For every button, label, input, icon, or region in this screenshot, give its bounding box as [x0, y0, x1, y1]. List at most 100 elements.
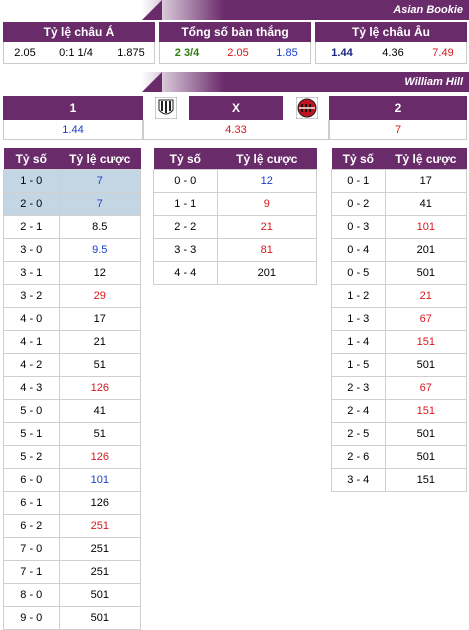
- score-cell: 2 - 5: [331, 422, 386, 446]
- table-row: 6 - 2 251: [3, 514, 142, 538]
- score-cell: 1 - 2: [331, 284, 386, 308]
- euro-draw-odds: 4.36: [382, 47, 404, 59]
- score-cell: 1 - 4: [331, 330, 386, 354]
- away-win-scores-table: Tỷ số Tỷ lệ cược 0 - 1 17 0 - 2 41 0 - 3 101 0…: [331, 148, 468, 492]
- score-cell: 4 - 1: [3, 330, 60, 354]
- score-cell: 3 - 0: [3, 238, 60, 262]
- away-win-header: 2: [329, 96, 467, 120]
- table-row: 0 - 1 17: [331, 169, 468, 193]
- table-row: 4 - 1 21: [3, 330, 142, 354]
- odds-cell: 126: [58, 376, 142, 400]
- odds-cell: 41: [58, 399, 142, 423]
- score-cell: 7 - 1: [3, 560, 60, 584]
- table-row: 1 - 3 67: [331, 307, 468, 331]
- odds-cell: 501: [58, 606, 142, 630]
- william-hill-title: William Hill: [404, 76, 463, 88]
- asian-handicap-row: 2.05 0:1 1/4 1.875: [3, 42, 155, 64]
- juventus-crest-icon: [154, 96, 178, 120]
- score-cell: 1 - 0: [3, 169, 60, 193]
- european-odds-header: Tỷ lệ châu Âu: [315, 22, 467, 42]
- table-row: 0 - 4 201: [331, 238, 468, 262]
- score-cell: 9 - 0: [3, 606, 60, 630]
- odds-cell: 21: [58, 330, 142, 354]
- table-row: 3 - 2 29: [3, 284, 142, 308]
- score-column-header: Tỷ số: [153, 148, 218, 170]
- table-row: 1 - 2 21: [331, 284, 468, 308]
- euro-away-odds: 7.49: [432, 47, 454, 59]
- odds-cell: 151: [384, 330, 468, 354]
- odds-cell: 81: [216, 238, 318, 262]
- score-cell: 3 - 2: [3, 284, 60, 308]
- table-row: 5 - 1 51: [3, 422, 142, 446]
- table-row: 0 - 3 101: [331, 215, 468, 239]
- score-cell: 5 - 0: [3, 399, 60, 423]
- score-cell: 1 - 1: [153, 192, 218, 216]
- odds-cell: 67: [384, 307, 468, 331]
- asian-bookie-banner: Asian Bookie: [142, 0, 469, 20]
- odds-cell: 501: [384, 353, 468, 377]
- score-cell: 0 - 0: [153, 169, 218, 193]
- william-hill-banner: William Hill: [142, 72, 469, 92]
- odds-cell: 8.5: [58, 215, 142, 239]
- total-under-odds: 1.85: [276, 47, 298, 59]
- table-row: 5 - 0 41: [3, 399, 142, 423]
- odds-cell: 101: [58, 468, 142, 492]
- table-row: 2 - 4 151: [331, 399, 468, 423]
- odds-cell: 251: [58, 514, 142, 538]
- asian-handicap-header: Tỷ lệ châu Á: [3, 22, 155, 42]
- table-row: 2 - 2 21: [153, 215, 318, 239]
- score-cell: 3 - 1: [3, 261, 60, 285]
- score-cell: 4 - 2: [3, 353, 60, 377]
- wh-draw-odds: 4.33: [143, 120, 329, 140]
- score-cell: 6 - 0: [3, 468, 60, 492]
- odds-cell: 51: [58, 353, 142, 377]
- table-row: 0 - 0 12: [153, 169, 318, 193]
- table-row: 6 - 0 101: [3, 468, 142, 492]
- odds-cell: 17: [384, 169, 468, 193]
- odds-cell: 21: [384, 284, 468, 308]
- wh-away-odds: 7: [329, 120, 467, 140]
- table-row: 0 - 5 501: [331, 261, 468, 285]
- score-cell: 5 - 1: [3, 422, 60, 446]
- total-over-odds: 2.05: [227, 47, 249, 59]
- table-row: 2 - 6 501: [331, 445, 468, 469]
- odds-cell: 126: [58, 445, 142, 469]
- asian-home-odds: 2.05: [14, 47, 36, 59]
- asian-away-odds: 1.875: [117, 47, 145, 59]
- score-cell: 4 - 3: [3, 376, 60, 400]
- score-cell: 1 - 5: [331, 353, 386, 377]
- odds-cell: 501: [58, 583, 142, 607]
- odds-cell: 201: [216, 261, 318, 285]
- odds-cell: 501: [384, 422, 468, 446]
- score-cell: 0 - 1: [331, 169, 386, 193]
- odds-cell: 7: [58, 192, 142, 216]
- score-cell: 2 - 4: [331, 399, 386, 423]
- odds-cell: 51: [58, 422, 142, 446]
- total-goals-row: 2 3/4 2.05 1.85: [159, 42, 311, 64]
- odds-cell: 126: [58, 491, 142, 515]
- asian-bookie-title: Asian Bookie: [393, 4, 463, 16]
- table-row: 7 - 1 251: [3, 560, 142, 584]
- total-goals-line: 2 3/4: [174, 47, 200, 59]
- score-cell: 6 - 2: [3, 514, 60, 538]
- score-cell: 6 - 1: [3, 491, 60, 515]
- wh-home-odds: 1.44: [3, 120, 143, 140]
- table-row: 9 - 0 501: [3, 606, 142, 630]
- euro-home-odds: 1.44: [331, 47, 353, 59]
- score-cell: 0 - 4: [331, 238, 386, 262]
- home-win-header: 1: [3, 96, 143, 120]
- odds-cell: 101: [384, 215, 468, 239]
- score-cell: 2 - 0: [3, 192, 60, 216]
- score-cell: 2 - 6: [331, 445, 386, 469]
- table-row: 4 - 2 51: [3, 353, 142, 377]
- odds-cell: 9: [216, 192, 318, 216]
- table-row: 4 - 0 17: [3, 307, 142, 331]
- odds-cell: 12: [58, 261, 142, 285]
- table-row: 0 - 2 41: [331, 192, 468, 216]
- draw-header: X: [189, 96, 283, 120]
- table-row: 1 - 5 501: [331, 353, 468, 377]
- score-cell: 2 - 3: [331, 376, 386, 400]
- odds-column-header: Tỷ lệ cược: [59, 148, 141, 170]
